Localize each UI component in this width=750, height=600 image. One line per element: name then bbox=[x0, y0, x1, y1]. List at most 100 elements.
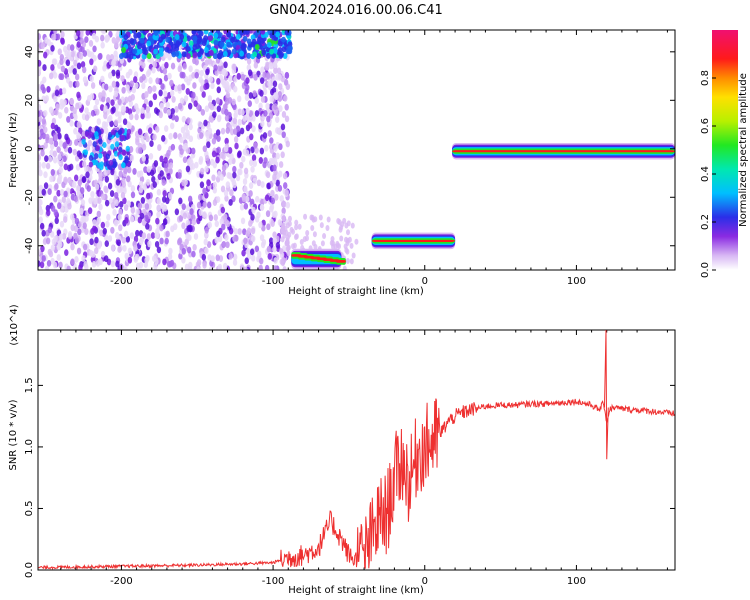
noise-speckle bbox=[232, 117, 238, 125]
band-speckle bbox=[226, 49, 232, 56]
noise-speckle bbox=[81, 175, 87, 183]
noise-speckle bbox=[115, 36, 121, 43]
noise-speckle bbox=[272, 80, 278, 88]
noise-speckle bbox=[123, 230, 129, 238]
noise-speckle bbox=[76, 247, 82, 255]
noise-speckle bbox=[260, 120, 265, 128]
cluster-speckle bbox=[108, 164, 113, 171]
noise-speckle bbox=[112, 209, 117, 216]
noise-speckle bbox=[95, 108, 100, 116]
noise-speckle bbox=[350, 222, 355, 229]
noise-speckle bbox=[202, 187, 207, 195]
noise-speckle bbox=[56, 254, 61, 261]
band-speckle bbox=[250, 41, 256, 48]
noise-speckle bbox=[217, 263, 223, 270]
noise-speckle bbox=[38, 154, 41, 162]
noise-speckle bbox=[173, 132, 178, 139]
colorbar-gradient bbox=[712, 30, 738, 270]
noise-speckle bbox=[303, 213, 308, 220]
noise-speckle bbox=[208, 75, 214, 83]
noise-speckle bbox=[282, 266, 287, 270]
noise-speckle bbox=[93, 197, 98, 205]
colorbar-label: Normalized spectral amplitude bbox=[738, 73, 749, 227]
noise-speckle bbox=[287, 231, 292, 238]
noise-speckle bbox=[105, 97, 111, 104]
noise-speckle bbox=[120, 75, 125, 82]
noise-speckle bbox=[100, 34, 105, 42]
noise-speckle bbox=[82, 76, 88, 84]
noise-speckle bbox=[70, 224, 75, 232]
noise-speckle bbox=[110, 244, 116, 252]
noise-speckle bbox=[164, 237, 169, 245]
noise-speckle bbox=[283, 78, 289, 86]
noise-speckle bbox=[322, 232, 327, 239]
noise-speckle bbox=[232, 181, 237, 189]
noise-speckle bbox=[182, 212, 188, 220]
noise-speckle bbox=[113, 119, 119, 127]
noise-speckle bbox=[43, 141, 48, 149]
cluster-speckle bbox=[110, 129, 116, 136]
noise-speckle bbox=[96, 242, 102, 250]
noise-speckle bbox=[66, 44, 72, 51]
noise-speckle bbox=[155, 77, 160, 85]
noise-speckle bbox=[285, 201, 291, 209]
noise-speckle bbox=[224, 80, 230, 88]
noise-speckle bbox=[270, 220, 275, 227]
noise-speckle bbox=[173, 84, 179, 92]
noise-speckle bbox=[266, 115, 271, 123]
cluster-speckle bbox=[124, 157, 129, 164]
noise-speckle bbox=[156, 204, 161, 212]
noise-speckle bbox=[106, 54, 111, 61]
noise-speckle bbox=[245, 107, 250, 115]
noise-speckle bbox=[113, 90, 119, 98]
noise-speckle bbox=[149, 140, 154, 148]
band-speckle bbox=[261, 49, 267, 56]
noise-speckle bbox=[145, 106, 151, 113]
band-speckle bbox=[203, 46, 209, 53]
noise-speckle bbox=[221, 223, 226, 231]
noise-speckle bbox=[50, 44, 55, 52]
noise-speckle bbox=[73, 195, 79, 203]
noise-speckle bbox=[164, 61, 169, 69]
noise-speckle bbox=[78, 152, 83, 160]
snr-x-axis-label: Height of straight line (km) bbox=[288, 585, 424, 596]
band-speckle bbox=[191, 30, 197, 35]
cluster-speckle bbox=[125, 145, 131, 152]
noise-speckle bbox=[169, 79, 174, 87]
noise-speckle bbox=[74, 217, 80, 225]
noise-speckle bbox=[223, 103, 228, 111]
noise-speckle bbox=[237, 150, 242, 158]
noise-speckle bbox=[80, 61, 86, 68]
noise-speckle bbox=[149, 169, 155, 177]
noise-speckle bbox=[225, 241, 230, 249]
noise-speckle bbox=[167, 72, 172, 80]
noise-speckle bbox=[45, 162, 51, 170]
noise-speckle bbox=[239, 203, 245, 211]
noise-speckle bbox=[111, 37, 116, 44]
noise-speckle bbox=[94, 236, 99, 244]
band-speckle bbox=[278, 40, 283, 47]
noise-speckle bbox=[168, 167, 173, 175]
noise-speckle bbox=[98, 170, 103, 177]
noise-speckle bbox=[110, 226, 115, 234]
noise-speckle bbox=[276, 67, 282, 75]
noise-speckle bbox=[53, 140, 59, 148]
noise-speckle bbox=[302, 236, 307, 243]
noise-speckle bbox=[224, 114, 230, 122]
noise-speckle bbox=[220, 206, 226, 214]
noise-speckle bbox=[268, 157, 274, 165]
band-speckle bbox=[158, 50, 164, 57]
noise-speckle bbox=[38, 184, 43, 192]
band-speckle bbox=[188, 40, 194, 47]
noise-speckle bbox=[185, 165, 191, 173]
cluster-speckle bbox=[121, 162, 126, 169]
noise-speckle bbox=[166, 108, 171, 116]
noise-speckle bbox=[286, 245, 291, 252]
noise-speckle bbox=[85, 171, 90, 179]
noise-speckle bbox=[121, 177, 126, 185]
noise-speckle bbox=[129, 232, 135, 240]
noise-speckle bbox=[232, 259, 238, 266]
noise-speckle bbox=[66, 116, 71, 123]
noise-speckle bbox=[121, 236, 127, 244]
noise-speckle bbox=[125, 235, 131, 243]
